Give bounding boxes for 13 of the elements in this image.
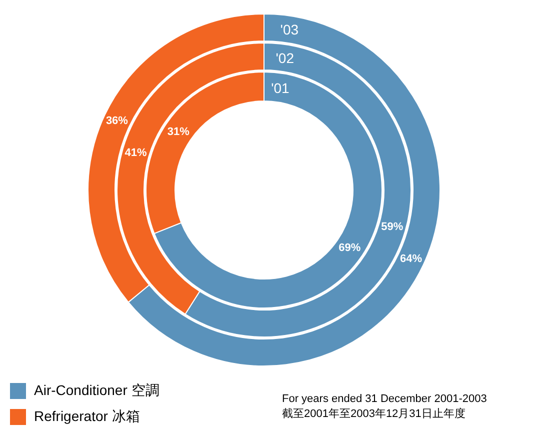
data-label: 59% xyxy=(381,221,404,234)
slice-label: '01 xyxy=(271,80,290,96)
data-label: 64% xyxy=(400,253,422,266)
data-label: 41% xyxy=(124,146,148,159)
slice-label: '03 xyxy=(280,22,299,38)
legend-label: Refrigerator 冰箱 xyxy=(34,408,140,426)
slice-label: '02 xyxy=(276,50,294,66)
data-label: 69% xyxy=(338,242,361,254)
text: 截至2001年至2003年12月31日止年度 xyxy=(282,407,466,422)
data-label: 31% xyxy=(167,126,190,138)
legend-label: Air-Conditioner 空調 xyxy=(34,382,160,400)
text: For years ended 31 December 2001-2003 xyxy=(282,392,487,407)
data-label: 36% xyxy=(106,114,128,127)
